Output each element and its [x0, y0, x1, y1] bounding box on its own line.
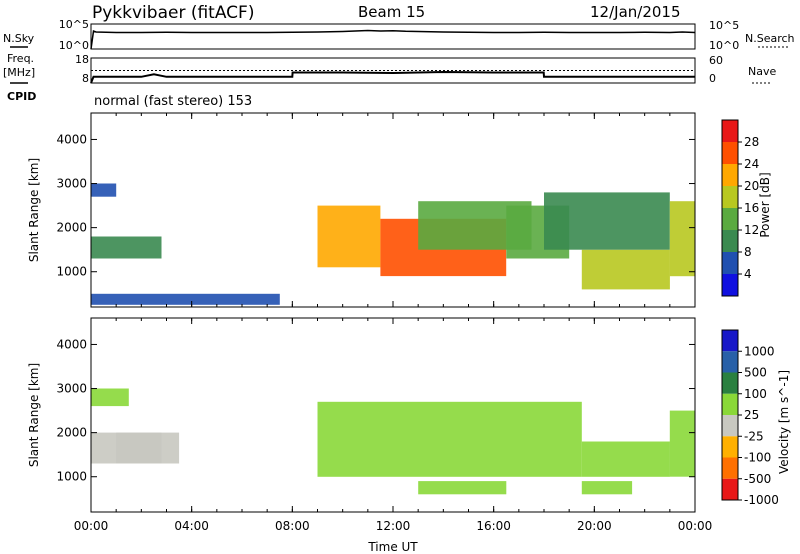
y-tick-label: 1000	[56, 265, 87, 279]
x-tick-label: 08:00	[275, 519, 310, 533]
colorbar-swatch	[722, 372, 738, 394]
power-region-8	[544, 192, 670, 250]
colorbar-tick-label: -100	[744, 451, 771, 465]
colorbar-tick-label: -1000	[744, 493, 779, 507]
colorbar-swatch	[722, 415, 738, 437]
noise-series-line	[90, 29, 696, 50]
velocity-region-7	[669, 410, 695, 477]
noise-panel-frame	[90, 23, 696, 50]
velocity-region-3	[317, 401, 582, 477]
noise-left-tick-top: 10^5	[59, 18, 89, 31]
velocity-region-1	[116, 432, 180, 464]
x-tick-label: 04:00	[174, 519, 209, 533]
colorbar-swatch	[722, 330, 738, 352]
x-tick-label: 12:00	[376, 519, 411, 533]
colorbar-swatch	[722, 120, 738, 142]
colorbar-tick-label: 1000	[744, 344, 775, 358]
x-tick-label: 20:00	[577, 519, 612, 533]
colorbar-swatch	[722, 186, 738, 208]
colorbar-tick-label: 24	[744, 157, 759, 171]
power-ticks: 1000 2000 3000 4000	[56, 113, 696, 307]
y-tick-label: 2000	[56, 426, 87, 440]
power-ylabel: Slant Range [km]	[27, 158, 41, 262]
velocity-colorbar-label: Velocity [m s^-1]	[777, 370, 791, 474]
colorbar-swatch	[722, 457, 738, 479]
nave-right-tick-top: 60	[709, 54, 723, 67]
colorbar-swatch	[722, 274, 738, 296]
power-region-0	[91, 236, 162, 259]
colorbar-tick-label: -500	[744, 472, 771, 486]
freq-series-line	[90, 70, 695, 84]
y-tick-label: 4000	[56, 132, 87, 146]
y-tick-label: 1000	[56, 470, 87, 484]
y-tick-label: 3000	[56, 177, 87, 191]
colorbar-tick-label: 28	[744, 135, 759, 149]
x-tick-label: 00:00	[678, 519, 713, 533]
colorbar-tick-label: 20	[744, 179, 759, 193]
nave-right-tick-bottom: 0	[709, 72, 716, 85]
colorbar-swatch	[722, 230, 738, 252]
power-region-2	[91, 293, 280, 305]
colorbar-swatch	[722, 208, 738, 230]
colorbar-tick-label: 100	[744, 387, 767, 401]
velocity-region-4	[418, 481, 507, 495]
nsearch-label: N.Search	[745, 32, 795, 45]
velocity-region-6	[581, 481, 633, 495]
colorbar-swatch	[722, 252, 738, 274]
colorbar-tick-label: 12	[744, 223, 759, 237]
nave-label: Nave	[748, 65, 776, 78]
y-tick-label: 3000	[56, 382, 87, 396]
velocity-region-2	[91, 388, 129, 407]
freq-left-tick-bottom: 8	[82, 72, 89, 85]
mode-label: normal (fast stereo) 153	[94, 94, 252, 109]
y-tick-label: 2000	[56, 221, 87, 235]
freq-panel: 18 8 60 0	[75, 53, 723, 85]
power-region-1	[91, 183, 117, 197]
colorbar-swatch	[722, 164, 738, 186]
colorbar-swatch	[722, 393, 738, 416]
velocity-region-5	[581, 441, 670, 477]
colorbar-tick-label: 500	[744, 366, 767, 380]
colorbar-tick-label: 8	[744, 245, 752, 259]
colorbar-swatch	[722, 351, 738, 373]
radar-title: Pykkvibaer (fitACF)	[92, 3, 254, 23]
noise-left-tick-bottom: 10^0	[59, 39, 89, 52]
colorbar-tick-label: 25	[744, 408, 759, 422]
velocity-ylabel: Slant Range [km]	[27, 363, 41, 467]
nsky-label: N.Sky	[3, 32, 35, 45]
power-region-3	[317, 205, 381, 268]
mhz-label: [MHz]	[3, 66, 35, 79]
colorbar-swatch	[722, 436, 738, 458]
colorbar-swatch	[722, 142, 738, 164]
power-colorbar-label: Power [dB]	[758, 172, 772, 237]
freq-label: Freq.	[7, 52, 34, 65]
power-heatmap	[91, 183, 695, 305]
velocity-heatmap	[91, 388, 695, 495]
beam-label: Beam 15	[358, 3, 425, 21]
power-region-7	[581, 249, 670, 290]
y-tick-label: 4000	[56, 337, 87, 351]
date-label: 12/Jan/2015	[590, 3, 681, 21]
noise-panel: 10^5 10^0 10^5 10^0	[59, 18, 739, 52]
colorbar-tick-label: -25	[744, 429, 764, 443]
noise-right-tick-top: 10^5	[709, 19, 739, 32]
freq-left-tick-top: 18	[75, 53, 89, 66]
colorbar-tick-label: 4	[744, 267, 752, 281]
noise-right-tick-bottom: 10^0	[709, 39, 739, 52]
velocity-panel: 00:00 04:00 08:00 12:00 16:00 20:00 00:00 1000 2…	[27, 317, 791, 533]
cpid-label: CPID	[7, 90, 36, 103]
colorbar-tick-label: 16	[744, 201, 759, 215]
x-axis-label: Time UT	[367, 540, 418, 554]
power-colorbar: 28 24 20 16 12 8 4	[721, 119, 759, 297]
colorbar-swatch	[722, 478, 738, 501]
power-panel: 1000 2000 3000 4000 Slant Range [km] 28 24 20…	[27, 112, 772, 308]
x-tick-label: 16:00	[476, 519, 511, 533]
velocity-colorbar: 1000 500 100 25 -25 -100 -500 -1000	[721, 329, 779, 507]
x-tick-label: 00:00	[74, 519, 109, 533]
power-region-9	[669, 201, 695, 277]
velocity-ticks: 00:00 04:00 08:00 12:00 16:00 20:00 00:00 1000 2…	[56, 318, 712, 533]
